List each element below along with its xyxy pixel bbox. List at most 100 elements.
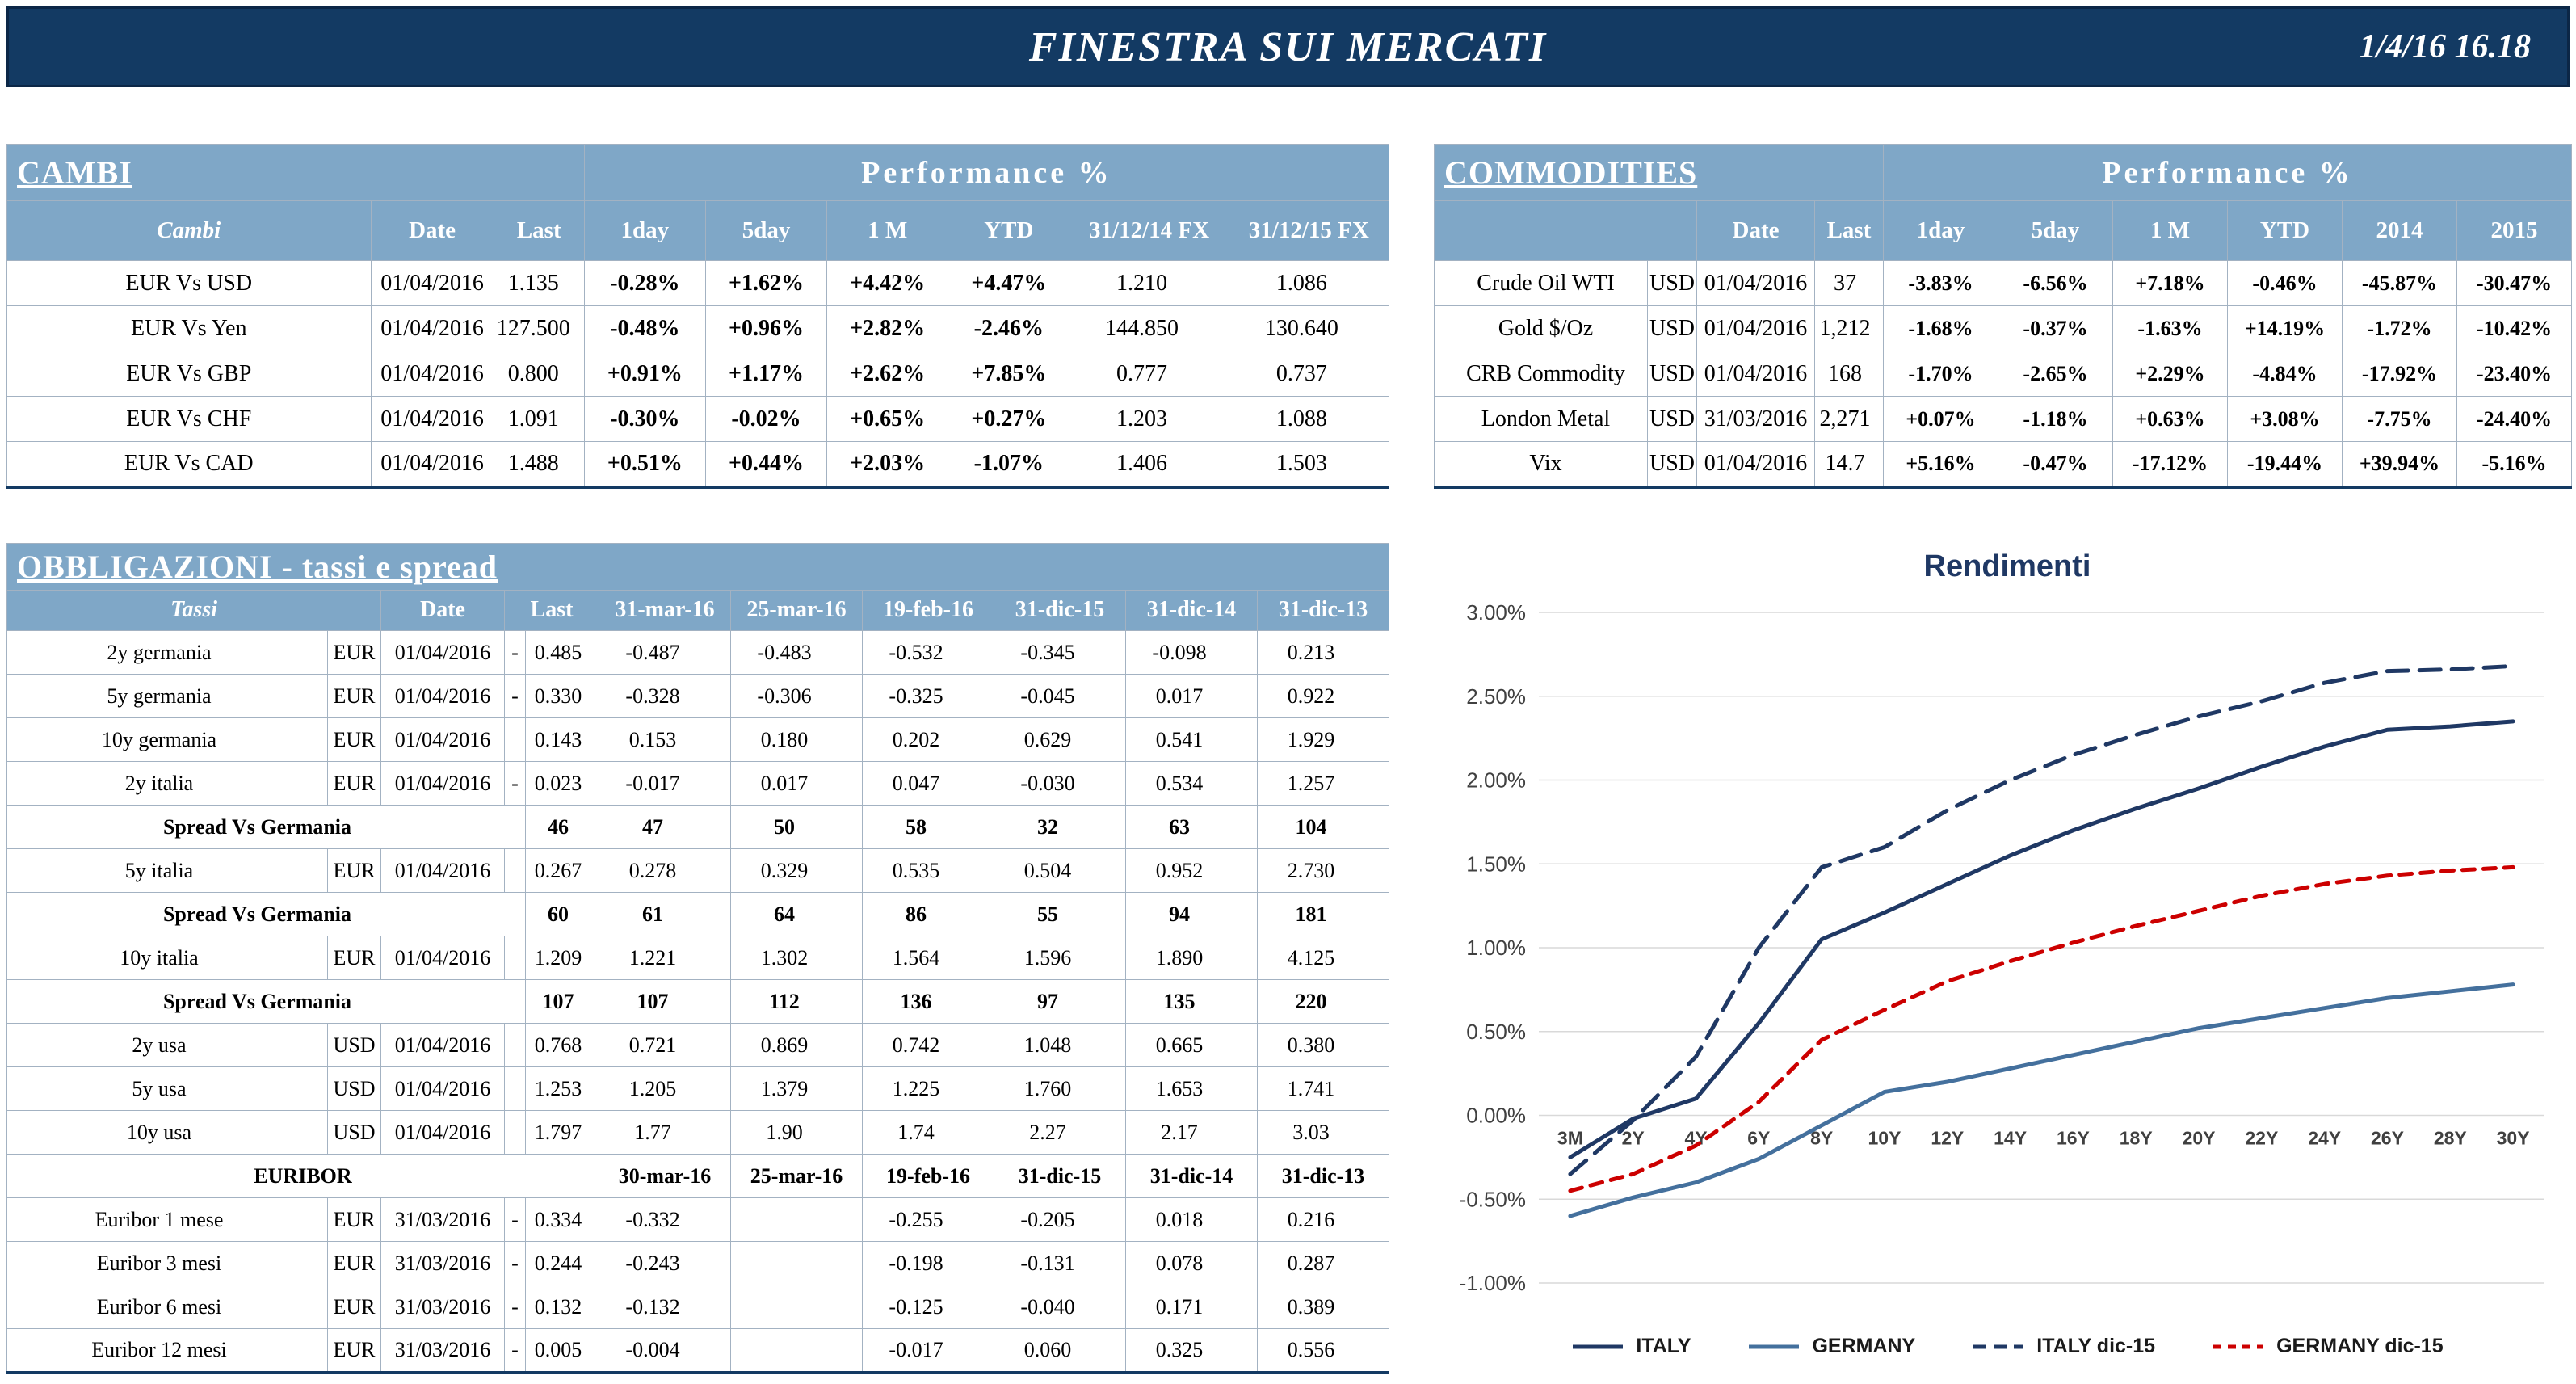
currency-cell: USD [327, 1023, 381, 1067]
value-cell-2: -0.483 [730, 630, 863, 675]
perf-2014: -45.87% [2342, 260, 2457, 306]
sign-cell: - [504, 1197, 526, 1242]
value-cell-4: -0.345 [994, 630, 1126, 675]
date-cell: 01/04/2016 [1696, 305, 1815, 351]
col-2014: 2014 [2342, 200, 2457, 261]
value-cell-2: 1.302 [730, 936, 863, 980]
report-title: FINESTRA SUI MERCATI [1028, 23, 1548, 70]
sign-cell: - [504, 1241, 526, 1285]
col-last: Last [493, 200, 585, 261]
sign-cell [504, 1110, 526, 1155]
col-fx-31-12-15: 31/12/15 FX [1228, 200, 1390, 261]
perf-2015: -30.47% [2456, 260, 2573, 306]
currency-cell: EUR [327, 761, 381, 806]
value-cell-5: 0.541 [1125, 717, 1258, 762]
spread-value-5: 135 [1125, 979, 1258, 1024]
series-line [1568, 982, 2515, 1218]
value-cell-5: 0.534 [1125, 761, 1258, 806]
perf-ytd: -0.46% [2227, 260, 2343, 306]
last-cell: 0.267 [525, 848, 599, 893]
perf-1day: -0.48% [583, 305, 706, 351]
col-1day: 1day [1883, 200, 1998, 261]
value-cell-1: 1.77 [599, 1110, 731, 1155]
last-cell: 1.797 [525, 1110, 599, 1155]
spread-last: 46 [525, 805, 599, 849]
perf-5day: +0.44% [704, 441, 828, 487]
col-tassi: Tassi [6, 590, 381, 631]
commodities-section-band: COMMODITIES [1434, 144, 1884, 201]
date-cell: 01/04/2016 [380, 674, 505, 718]
value-cell-1: -0.243 [599, 1241, 731, 1285]
rate-name: 10y usa [6, 1110, 328, 1155]
table-row: 10y italia EUR 01/04/2016 1.209 1.221 1.302 1.… [6, 936, 1390, 980]
euribor-col-date-5: 31-dic-14 [1125, 1154, 1258, 1198]
value-cell-1: -0.132 [599, 1285, 731, 1329]
perf-2014: -7.75% [2342, 396, 2457, 442]
last-cell: 1.488 [493, 441, 585, 487]
value-cell-1: -0.328 [599, 674, 731, 718]
last-cell: 0.023 [525, 761, 599, 806]
value-cell-2 [730, 1328, 863, 1373]
y-tick-label: 3.00% [1466, 600, 1526, 625]
cambi-table: CAMBI Performance % Cambi Date Last 1day… [6, 144, 1390, 489]
rate-name: Euribor 3 mesi [6, 1241, 328, 1285]
last-cell: 0.768 [525, 1023, 599, 1067]
fx-31-12-14: 144.850 [1069, 305, 1229, 351]
value-cell-4: 2.27 [994, 1110, 1126, 1155]
col-date-4: 31-dic-15 [994, 590, 1126, 631]
currency-cell: EUR [327, 1197, 381, 1242]
value-cell-2: 0.017 [730, 761, 863, 806]
last-cell: 0.244 [525, 1241, 599, 1285]
date-cell: 01/04/2016 [380, 848, 505, 893]
legend-label: ITALY [1636, 1335, 1691, 1357]
value-cell-6: 1.741 [1256, 1066, 1390, 1111]
report-datetime: 1/4/16 16.18 [2359, 28, 2531, 65]
col-1m: 1 M [2112, 200, 2228, 261]
value-cell-3: 0.742 [862, 1023, 994, 1067]
y-tick-label: 0.50% [1466, 1020, 1526, 1044]
fx-31-12-14: 1.210 [1069, 260, 1229, 306]
y-tick-label: 0.00% [1466, 1104, 1526, 1128]
commodity-name: Crude Oil WTI [1434, 260, 1648, 306]
value-cell-6: 0.389 [1256, 1285, 1390, 1329]
currency-cell: USD [1647, 305, 1697, 351]
value-cell-3: -0.255 [862, 1197, 994, 1242]
y-tick-label: -1.00% [1460, 1271, 1526, 1295]
last-cell: 1.135 [493, 260, 585, 306]
value-cell-4: -0.131 [994, 1241, 1126, 1285]
fx-31-12-15: 130.640 [1228, 305, 1390, 351]
last-cell: 2,271 [1814, 396, 1884, 442]
table-row: EUR Vs Yen 01/04/2016 127.500 -0.48% +0.96% +… [6, 305, 1390, 351]
euribor-col-date-1: 30-mar-16 [599, 1154, 731, 1198]
fx-31-12-15: 1.086 [1228, 260, 1390, 306]
value-cell-6: 0.216 [1256, 1197, 1390, 1242]
perf-2015: -5.16% [2456, 441, 2573, 487]
perf-1day: -0.28% [583, 260, 706, 306]
currency-cell: USD [1647, 441, 1697, 487]
series-line [1568, 719, 2515, 1159]
currency-cell: EUR [327, 1241, 381, 1285]
yield-curve-chart: -1.00% -0.50% 0.00% 0.50% 1.00% 1.50% 2.00% 2.5… [1460, 600, 2544, 1295]
legend-item: ITALY [1571, 1335, 1691, 1358]
col-cambi: Cambi [6, 200, 372, 261]
table-row: 2y italia EUR 01/04/2016-0.023 -0.017 0.017 0… [6, 761, 1390, 806]
perf-ytd: +7.85% [948, 351, 1070, 397]
y-tick-label: -0.50% [1460, 1187, 1526, 1211]
date-cell: 01/04/2016 [380, 717, 505, 762]
euribor-col-date-3: 19-feb-16 [862, 1154, 994, 1198]
date-cell: 01/04/2016 [370, 260, 494, 306]
obbligazioni-table: OBBLIGAZIONI - tassi e spread Tassi Date… [6, 543, 1390, 1374]
spread-value-6: 104 [1256, 805, 1390, 849]
table-row: CRB Commodity USD 01/04/2016 168 -1.70% -2.65… [1434, 351, 2573, 397]
perf-1day: -1.70% [1883, 351, 1998, 397]
date-cell: 01/04/2016 [370, 396, 494, 442]
rate-name: Euribor 12 mesi [6, 1328, 328, 1373]
last-cell: 1,212 [1814, 305, 1884, 351]
spread-value-3: 86 [862, 892, 994, 936]
series-line [1568, 663, 2515, 1176]
value-cell-6: 0.213 [1256, 630, 1390, 675]
spread-value-4: 32 [994, 805, 1126, 849]
spread-value-1: 61 [599, 892, 731, 936]
x-tick-label: 22Y [2245, 1128, 2278, 1149]
x-tick-label: 26Y [2371, 1128, 2404, 1149]
